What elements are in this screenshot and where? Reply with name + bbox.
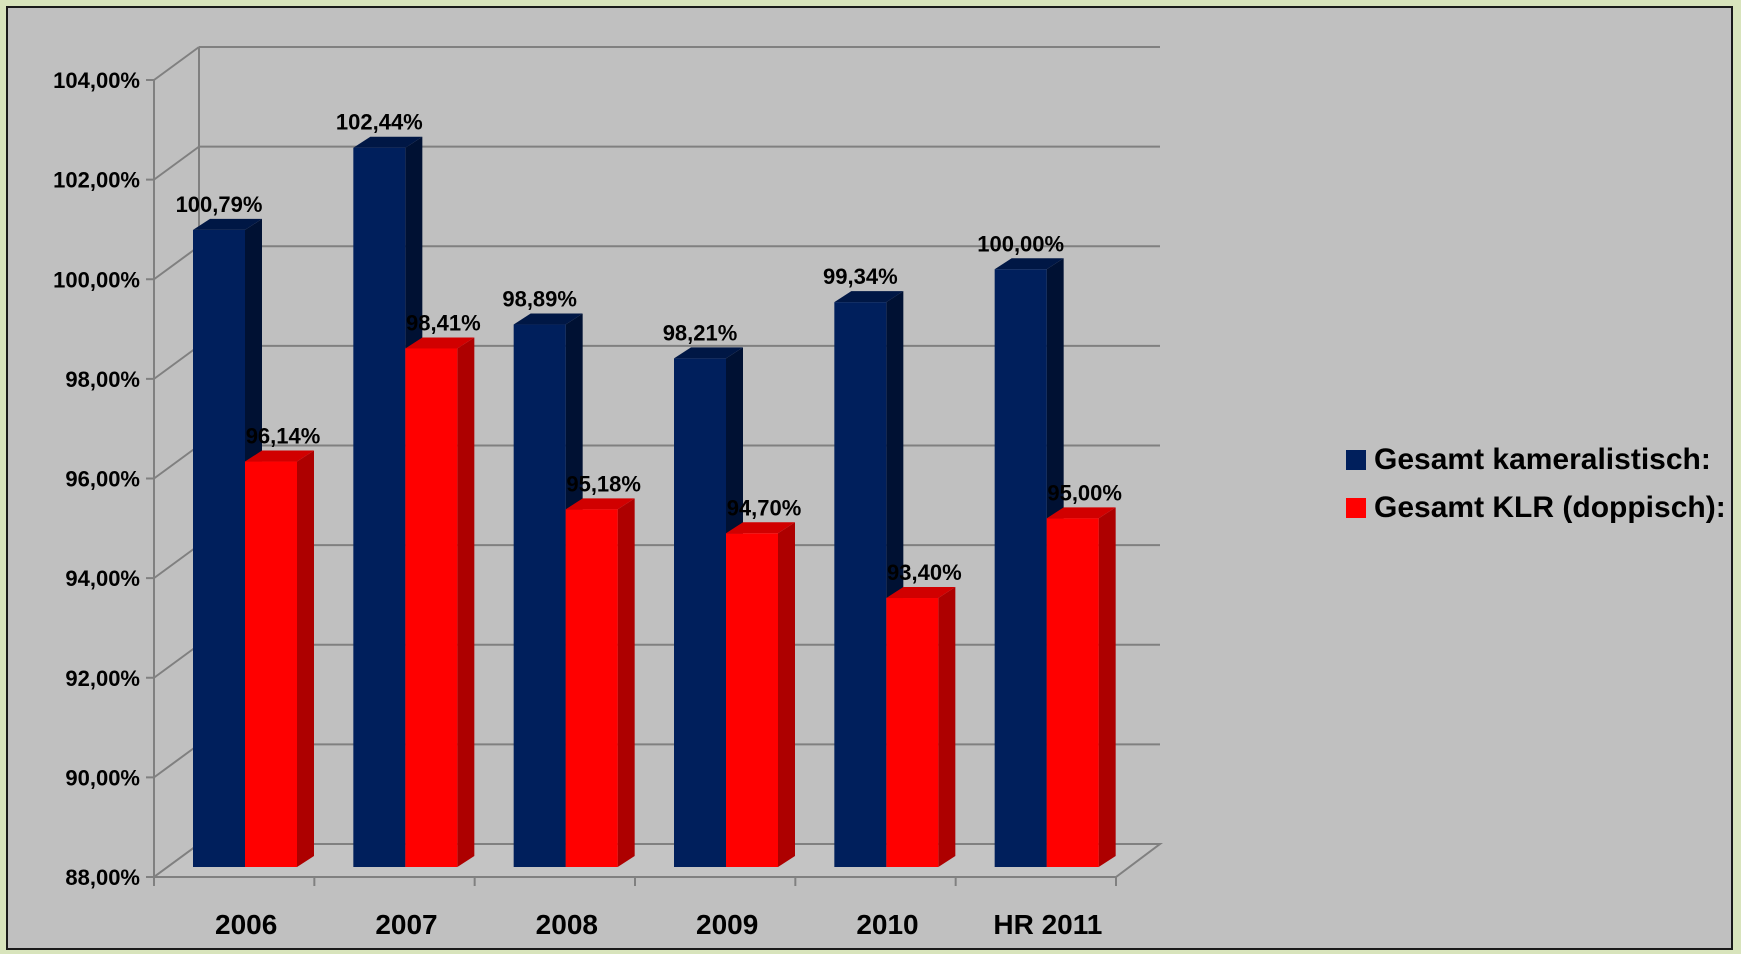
- gridline-diagonal: [153, 544, 200, 579]
- chart-frame: 88,00% 90,00% 92,00% 94,00% 96,00% 98,00% 100,…: [6, 6, 1733, 950]
- bar-top: [886, 587, 956, 599]
- bar: [834, 302, 887, 868]
- data-label: 94,70%: [727, 495, 802, 520]
- legend-swatch-series-2: [1346, 498, 1366, 518]
- data-label: 98,89%: [502, 287, 577, 312]
- data-label: 95,18%: [566, 471, 641, 496]
- bar-top: [1046, 507, 1116, 519]
- bar: [565, 509, 618, 867]
- y-tick-label: 98,00%: [65, 367, 140, 392]
- gridline-diagonal: [153, 345, 200, 380]
- gridline-diagonal: [153, 743, 200, 779]
- bar: [405, 348, 458, 867]
- y-tick-label: 90,00%: [65, 765, 140, 790]
- bar: [1046, 518, 1099, 867]
- bar-side: [938, 587, 956, 867]
- x-tick-label: 2010: [856, 909, 918, 940]
- bar-top: [726, 522, 795, 534]
- y-tick-label: 104,00%: [53, 68, 140, 93]
- legend-label-series-2: Gesamt KLR (doppisch):: [1374, 491, 1726, 524]
- gridline-diagonal: [153, 46, 200, 81]
- data-label: 98,41%: [406, 310, 481, 335]
- y-tick-label: 92,00%: [65, 666, 140, 691]
- x-tick-label: 2008: [536, 909, 598, 940]
- data-label: 99,34%: [823, 264, 898, 289]
- legend-swatch-series-1: [1346, 450, 1366, 470]
- x-tick-label: 2006: [215, 909, 277, 940]
- bar: [513, 324, 566, 867]
- y-tick-label: 102,00%: [53, 168, 140, 193]
- y-tick-label: 100,00%: [53, 267, 140, 292]
- data-label: 102,44%: [336, 110, 423, 135]
- data-label: 93,40%: [887, 560, 962, 585]
- bar-top: [353, 136, 423, 148]
- y-tick-label: 96,00%: [65, 467, 140, 492]
- data-label: 95,00%: [1047, 480, 1122, 505]
- data-label: 96,14%: [246, 424, 321, 449]
- y-tick-label: 88,00%: [65, 865, 140, 890]
- gridline-diagonal: [153, 643, 200, 679]
- bar-side: [457, 337, 475, 867]
- legend-item-series-2: Gesamt KLR (doppisch):: [1346, 484, 1726, 532]
- bar-top: [513, 313, 583, 325]
- bar: [994, 269, 1047, 867]
- bar: [726, 533, 778, 867]
- bar-side: [778, 522, 795, 867]
- data-label: 100,00%: [977, 231, 1064, 256]
- legend-label-series-1: Gesamt kameralistisch:: [1374, 443, 1711, 476]
- data-label: 100,79%: [176, 192, 263, 217]
- legend: Gesamt kameralistisch: Gesamt KLR (doppi…: [1346, 436, 1726, 532]
- bar-top: [674, 347, 743, 359]
- legend-item-series-1: Gesamt kameralistisch:: [1346, 436, 1726, 484]
- bar: [674, 358, 726, 867]
- y-tick-label: 94,00%: [65, 566, 140, 591]
- gridline-diagonal: [153, 444, 200, 480]
- bar: [193, 229, 245, 867]
- gridline-diagonal: [153, 245, 200, 281]
- x-tick-label: 2007: [375, 909, 437, 940]
- bar-side: [617, 498, 635, 867]
- bar-top: [245, 450, 314, 462]
- bar-top: [994, 258, 1064, 270]
- data-label: 98,21%: [663, 320, 738, 345]
- bar-chart: 88,00% 90,00% 92,00% 94,00% 96,00% 98,00% 100,…: [53, 46, 1163, 940]
- x-tick-label: HR 2011: [993, 909, 1102, 940]
- bar-side: [297, 450, 314, 867]
- bar-top: [565, 498, 635, 510]
- gridline-diagonal: [153, 145, 200, 181]
- bar: [886, 598, 939, 867]
- bar: [245, 461, 297, 867]
- bar-top: [834, 291, 904, 303]
- bar-side: [1098, 507, 1116, 867]
- bar: [353, 147, 406, 867]
- x-tick-label: 2009: [696, 909, 758, 940]
- bar-top: [193, 218, 262, 230]
- bar-top: [405, 337, 475, 349]
